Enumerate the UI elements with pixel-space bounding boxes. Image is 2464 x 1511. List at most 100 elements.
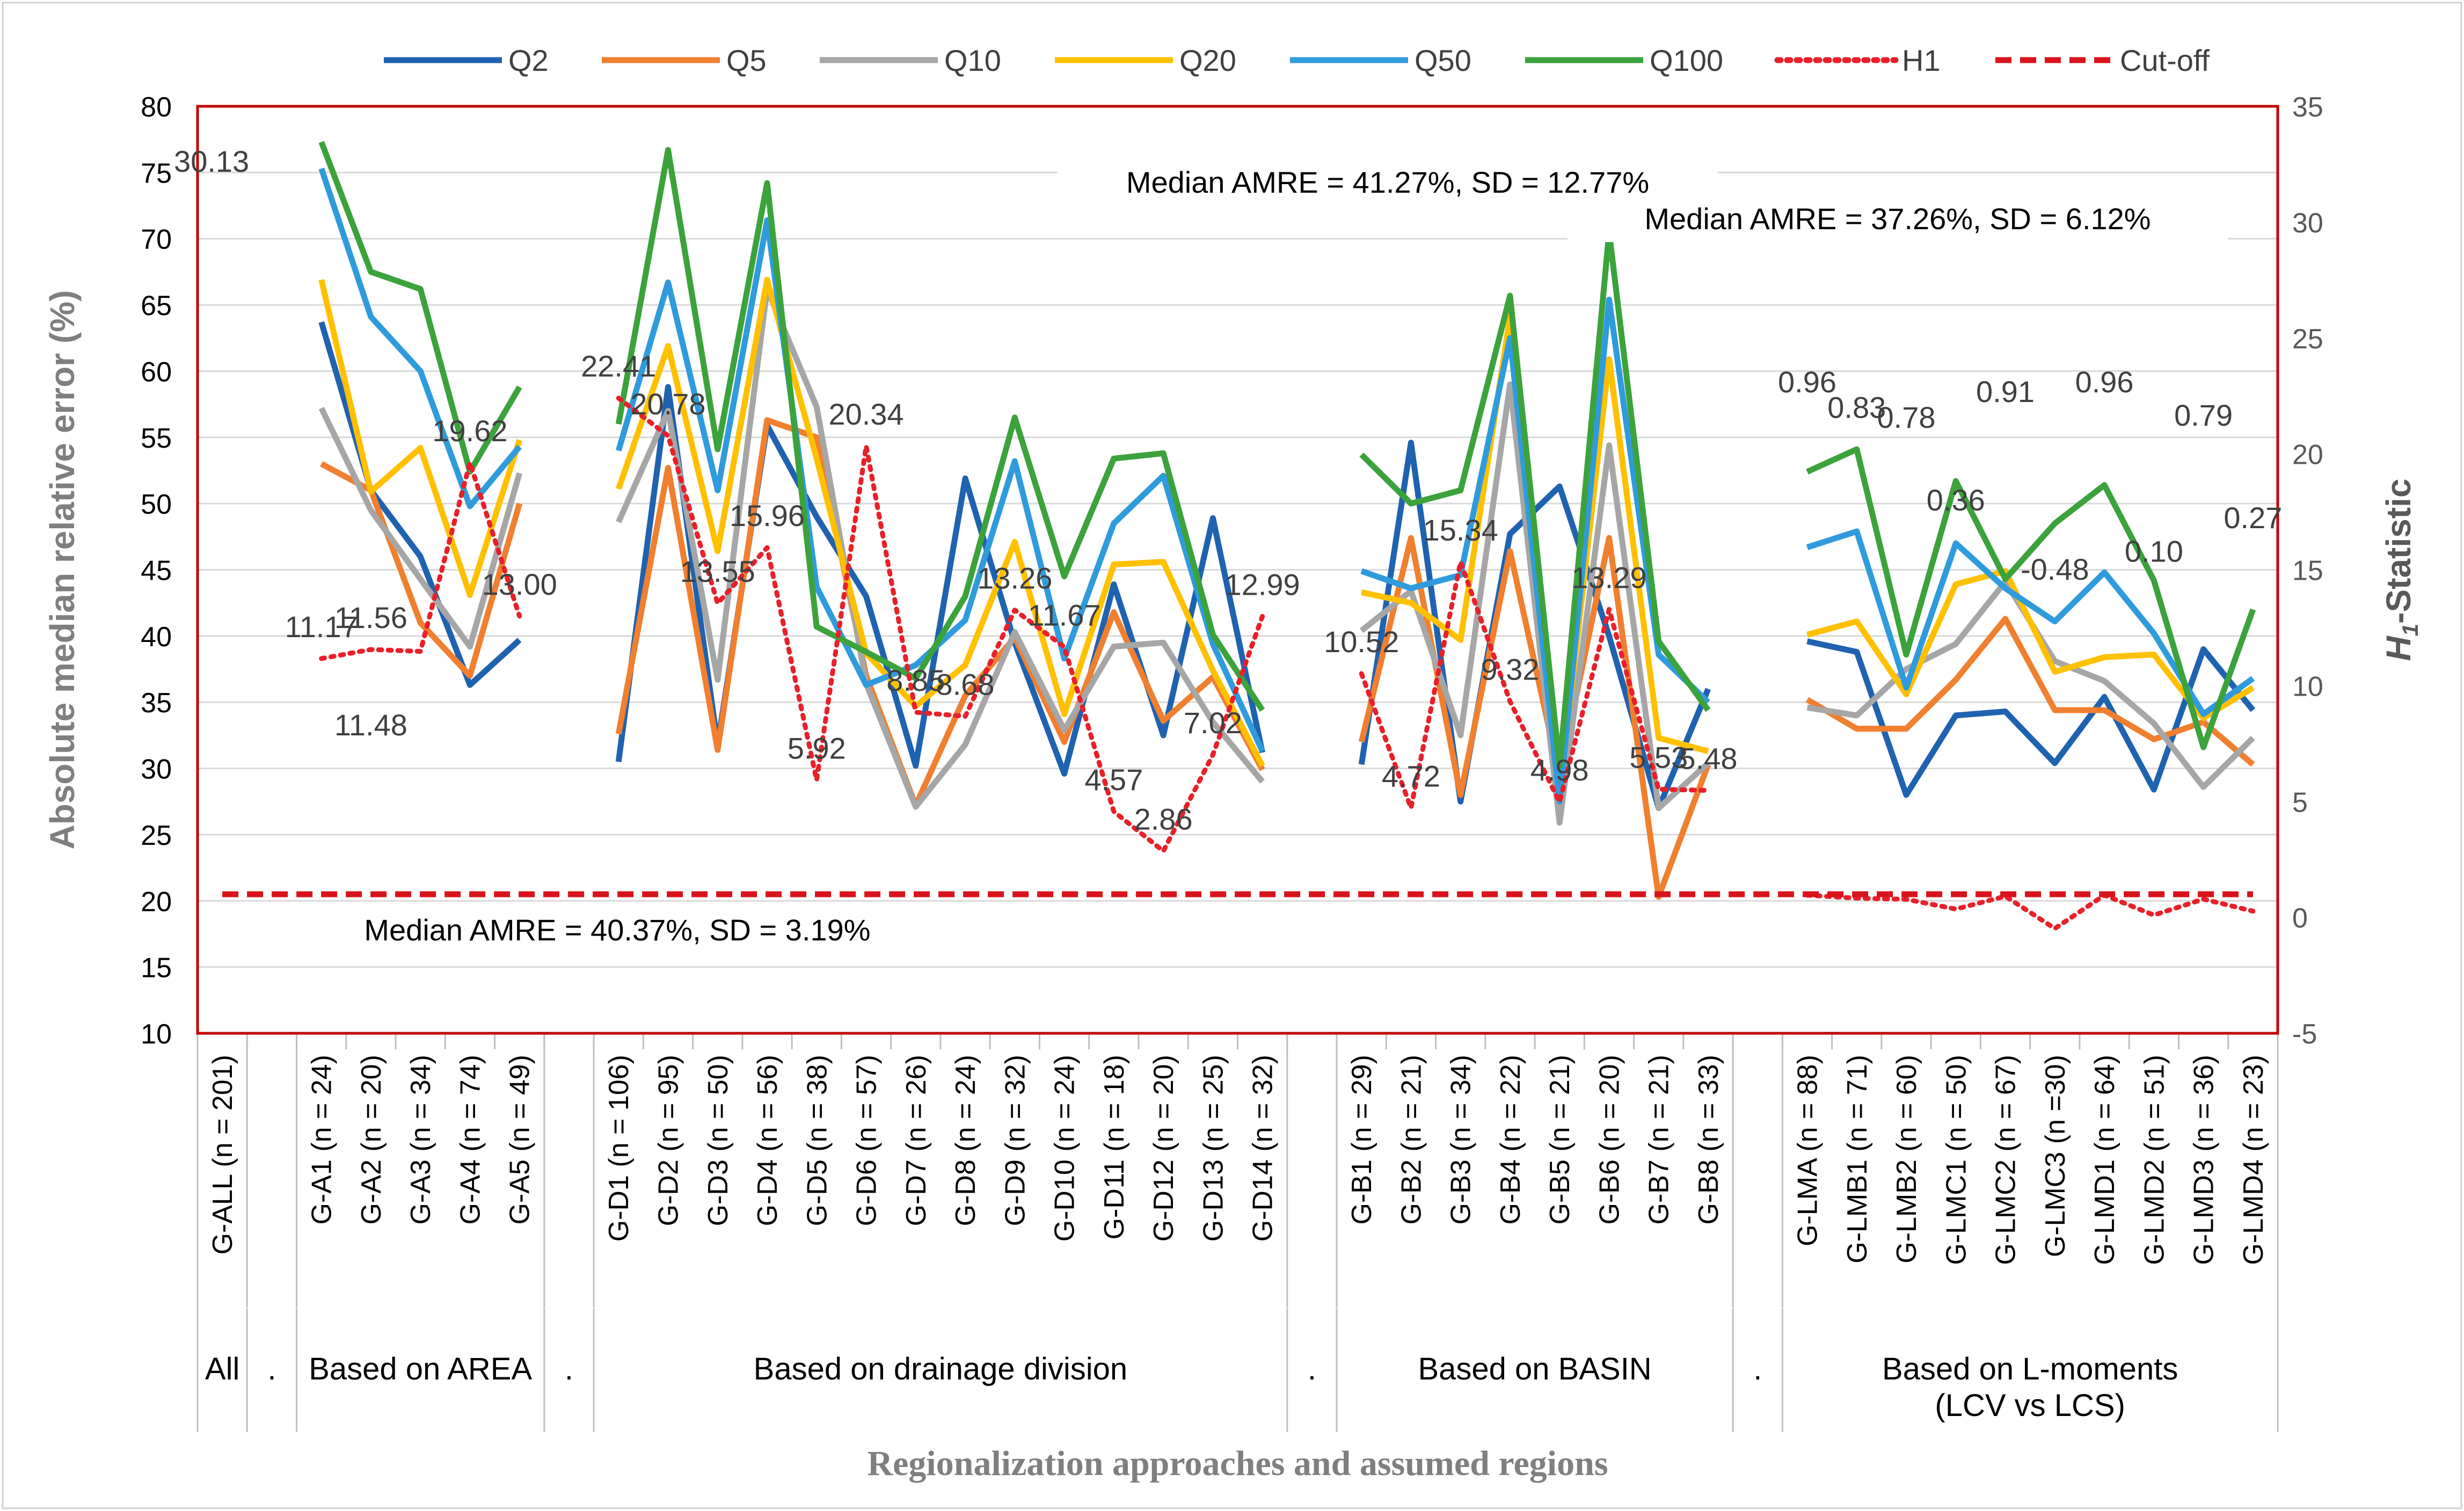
y-tick-label: 40: [141, 622, 172, 653]
series-line-h1: [616, 396, 1265, 854]
h1-data-label: 12.99: [1225, 567, 1300, 601]
y2-tick-label: 15: [2292, 556, 2323, 587]
y-tick-label: 20: [141, 886, 172, 917]
x-category-label: G-D7 (n = 26): [901, 1055, 932, 1226]
x-category-label: G-A1 (n = 24): [307, 1055, 338, 1224]
series-line-q100: [318, 141, 522, 475]
median-amre-annotation: Median AMRE = 40.37%, SD = 3.19%: [364, 913, 870, 947]
series-line-h1: [1805, 893, 2256, 931]
y-tick-label: 65: [141, 290, 172, 322]
y-tick-label: 60: [141, 356, 172, 388]
h1-data-label: 30.13: [174, 144, 249, 178]
h1-data-label: 4.57: [1084, 763, 1143, 797]
x-category-label: G-B8 (n = 33): [1693, 1055, 1724, 1224]
h1-data-label: 11.17: [285, 610, 358, 644]
y2-tick-label: 25: [2292, 324, 2323, 355]
h1-data-label: 0.96: [2075, 365, 2134, 399]
y-tick-label: 25: [141, 820, 172, 851]
y-tick-label: 80: [141, 92, 172, 123]
h1-data-label: 5.48: [1679, 742, 1737, 776]
group-label: All: [205, 1352, 239, 1386]
x-category-label: G-LMC3 (n =30): [2040, 1055, 2071, 1257]
x-category-label: G-LMC1 (n = 50): [1941, 1055, 1972, 1265]
group-label: (LCV vs LCS): [1935, 1388, 2125, 1423]
annotation-box: [1568, 196, 2228, 242]
legend-label: Q50: [1415, 43, 1471, 77]
y2-tick-label: -5: [2292, 1019, 2317, 1050]
x-category-label: G-D3 (n = 50): [703, 1055, 734, 1226]
h1-data-label: 9.32: [1481, 653, 1539, 687]
annotation-box: [290, 907, 945, 953]
h1-data-label: 15.96: [730, 499, 805, 532]
h1-data-label: 13.26: [977, 561, 1052, 595]
h1-data-label: -0.48: [2021, 552, 2089, 586]
series-line-q20: [318, 279, 522, 598]
h1-data-label: 11.67: [1028, 598, 1101, 632]
series-line-q2: [1806, 638, 2256, 798]
x-category-label: G-D14 (n = 32): [1248, 1055, 1279, 1242]
h1-data-label: 0.27: [2224, 501, 2282, 535]
x-category-label: G-B2 (n = 21): [1396, 1055, 1427, 1224]
y-tick-label: 10: [141, 1019, 172, 1050]
x-axis-title: Regionalization approaches and assumed r…: [867, 1444, 1608, 1483]
series-line-q10: [616, 286, 1265, 810]
h1-data-label: 22.41: [581, 349, 656, 383]
series-line-q5: [615, 417, 1265, 809]
x-category-label: G-B4 (n = 22): [1495, 1055, 1526, 1224]
x-category-label: G-LMB1 (n = 71): [1842, 1055, 1873, 1264]
legend-label: Q2: [508, 43, 549, 77]
h1-data-label: 0.36: [1927, 483, 1985, 517]
y-axis-title: Absolute median relative error (%): [43, 290, 82, 849]
h1-data-label: 0.91: [1976, 375, 2035, 408]
x-category-label: G-D1 (n = 106): [603, 1055, 635, 1242]
plot-area-border: [196, 105, 2279, 1035]
x-category-label: G-A5 (n = 49): [505, 1055, 536, 1224]
x-category-label: G-D2 (n = 95): [653, 1055, 684, 1226]
y-tick-label: 75: [141, 158, 172, 189]
h1-data-label: 11.48: [334, 708, 407, 742]
series-line-q100: [615, 147, 1265, 712]
x-category-label: G-LMD4 (n = 23): [2238, 1055, 2269, 1265]
h1-data-label: 0.10: [2125, 534, 2183, 568]
h1-data-label: 13.00: [482, 567, 557, 601]
y2-tick-label: 35: [2292, 92, 2323, 123]
y-tick-label: 45: [141, 556, 172, 587]
h1-data-label: 0.78: [1877, 400, 1936, 434]
y2-tick-label: 10: [2292, 671, 2323, 702]
x-category-label: G-A2 (n = 20): [356, 1055, 387, 1224]
y-tick-label: 35: [141, 688, 172, 719]
h1-data-label: 10.52: [1324, 625, 1399, 659]
h1-data-label: 5.92: [788, 732, 846, 765]
y2-tick-label: 20: [2292, 440, 2323, 471]
x-category-label: G-B5 (n = 21): [1544, 1055, 1576, 1224]
x-category-label: G-D9 (n = 32): [1000, 1055, 1031, 1226]
x-category-label: G-D6 (n = 57): [851, 1055, 883, 1226]
h1-data-label: 19.62: [432, 414, 507, 448]
y-tick-label: 50: [141, 489, 172, 520]
legend-label: Q20: [1179, 43, 1236, 77]
h1-data-label: 0.79: [2174, 398, 2233, 432]
group-label: .: [565, 1352, 573, 1386]
x-category-label: G-D4 (n = 56): [752, 1055, 783, 1226]
series-line-q20: [1806, 568, 2255, 721]
group-label: Based on AREA: [309, 1352, 532, 1386]
median-amre-annotation: Median AMRE = 37.26%, SD = 6.12%: [1644, 202, 2150, 236]
series-line-q50: [318, 167, 522, 509]
series-line-h1: [1359, 559, 1711, 811]
x-category-label: G-LMD1 (n = 64): [2089, 1055, 2120, 1265]
series-line-q100: [1806, 446, 2256, 750]
x-category-label: G-B7 (n = 21): [1644, 1055, 1675, 1224]
h1-data-label: 8.85: [886, 663, 945, 697]
series-line-q20: [616, 276, 1265, 768]
x-category-label: G-LMC2 (n = 67): [1991, 1055, 2022, 1265]
h1-data-label: 7.02: [1184, 706, 1242, 740]
y2-axis-title: H1-Statistic: [2379, 479, 2423, 661]
h1-data-label: 11.56: [334, 601, 407, 634]
group-label: .: [1308, 1352, 1316, 1386]
series-line-q100: [1359, 229, 1711, 769]
y-tick-label: 15: [141, 953, 172, 984]
group-label: .: [1753, 1352, 1762, 1386]
y-tick-label: 70: [141, 224, 172, 256]
x-category-label: G-D8 (n = 24): [950, 1055, 981, 1226]
